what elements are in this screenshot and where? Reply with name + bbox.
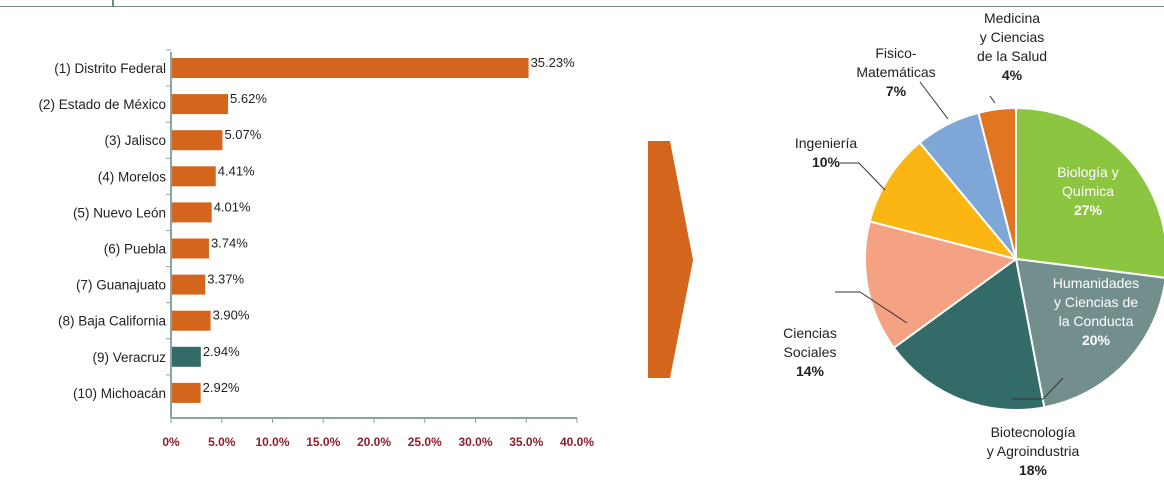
slice-label: la Conducta [1059,313,1134,329]
x-tick-label: 0% [162,435,180,449]
pie-slice [868,141,1019,261]
pie-slice [977,106,1017,260]
slice-label: Ingeniería [795,135,857,151]
slice-leader-line [1012,377,1064,400]
bar-value-label: 3.37% [207,272,244,287]
pie-chart: Biología y Química 27% Humanidades y Ciencia… [783,10,1164,478]
slice-label: Biología y [1057,164,1118,180]
bar-value-label: 3.74% [211,236,248,251]
slice-percent-label: 14% [796,363,825,379]
bar-value-label: 4.41% [218,163,255,178]
bar [171,166,216,187]
bar [171,238,209,259]
slice-percent-label: 27% [1074,202,1103,218]
slice-label: Fisico- [875,45,917,61]
bar-chart: (1) Distrito Federal 35.23% (2) Estado de … [38,49,594,449]
slice-percent-label: 4% [1002,67,1023,83]
bar-value-label: 2.94% [203,344,240,359]
x-tick-label: 40.0% [560,435,594,449]
bar-category-label: (2) Estado de México [38,97,166,112]
pie-slice [1015,106,1164,279]
bar-value-label: 4.01% [214,199,251,214]
bar-value-label: 5.62% [230,91,267,106]
bar-value-label: 2.92% [203,380,240,395]
slice-percent-label: 7% [886,83,907,99]
bar [171,346,201,367]
slice-label: Biotecnología [991,424,1076,440]
x-tick-label: 35.0% [509,435,543,449]
bar-category-label: (8) Baja California [58,314,167,329]
slice-label: Medicina [984,10,1040,26]
bar [171,94,229,115]
slice-leader-line [835,291,908,324]
arrow-shape [648,141,693,378]
bar [171,58,529,78]
top-tick [112,0,114,6]
bar-category-label: (5) Nuevo León [73,205,166,220]
slice-leader-line [919,81,949,120]
bar [171,310,211,331]
x-tick-label: 25.0% [408,435,442,449]
slice-leader-line [840,162,886,191]
slice-label: y Agroindustria [987,443,1080,459]
bar-value-label: 5.07% [224,127,261,142]
slice-label: de la Salud [977,48,1047,64]
bar [171,274,206,295]
bar [171,202,212,223]
bar-category-label: (9) Veracruz [92,350,166,365]
bar-value-label: 3.90% [213,308,250,323]
slice-percent-label: 20% [1082,332,1111,348]
x-tick-label: 10.0% [255,435,289,449]
bar-category-label: (4) Morelos [98,169,167,184]
slice-label: Química [1062,183,1114,199]
slice-leader-line [989,95,996,104]
x-tick-label: 5.0% [208,435,236,449]
x-tick-label: 20.0% [357,435,391,449]
slice-label: Ciencias [783,325,837,341]
pie-slice [864,220,1019,350]
bar-category-label: (6) Puebla [104,242,167,257]
slice-label: y Ciencias [980,29,1045,45]
slice-label: Matemáticas [856,64,935,80]
pie-slice [892,257,1046,411]
bar [171,382,201,403]
bar-category-label: (7) Guanajuato [76,278,166,293]
bar [171,130,223,151]
slice-label: Humanidades [1053,275,1139,291]
x-tick-label: 30.0% [458,435,492,449]
slice-label: y Ciencias de [1054,294,1138,310]
x-tick-label: 15.0% [306,435,340,449]
bar-category-label: (10) Michoacán [73,386,166,401]
slice-percent-label: 10% [812,154,841,170]
pie-slice [1014,257,1164,409]
bar-category-label: (1) Distrito Federal [54,61,166,76]
top-rule [0,6,1164,7]
slice-label: Sociales [784,344,837,360]
bar-category-label: (3) Jalisco [104,133,166,148]
bar-value-label: 35.23% [531,55,576,70]
slice-percent-label: 18% [1019,462,1048,478]
